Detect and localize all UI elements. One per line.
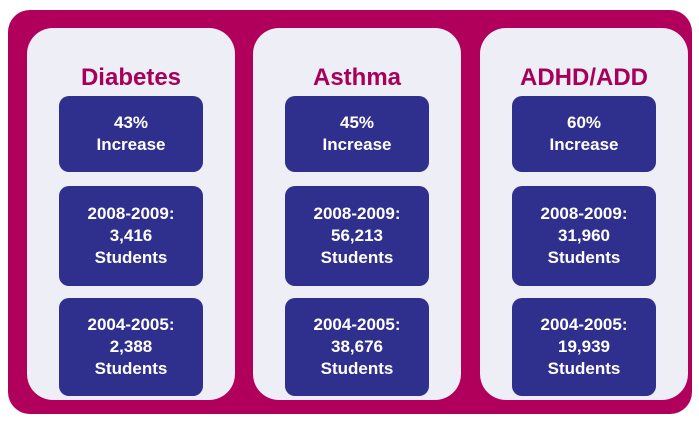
stat-text: 56,213 bbox=[331, 226, 383, 245]
column-title: ADHD/ADD bbox=[520, 64, 648, 91]
stat-text: Increase bbox=[322, 135, 392, 154]
stat-text: 2008-2009: bbox=[540, 204, 628, 223]
stat-text: 60% bbox=[566, 113, 602, 132]
frame: Diabetes 43% Increase 2008-2009: 3,416 Studen… bbox=[8, 10, 692, 414]
stat-text: Increase bbox=[96, 135, 166, 154]
stat-box: 45% Increase bbox=[285, 96, 429, 172]
stat-text: 38,676 bbox=[331, 337, 383, 356]
stat-text: 2004-2005: bbox=[313, 315, 401, 334]
stat-text: Students bbox=[94, 248, 168, 267]
column-title: Asthma bbox=[312, 64, 402, 91]
column: Diabetes 43% Increase 2008-2009: 3,416 Studen… bbox=[27, 28, 235, 400]
stat-box: 2004-2005: 2,388 Students bbox=[59, 298, 203, 396]
stat-box: 2004-2005: 38,676 Students bbox=[285, 298, 429, 396]
stat-box: 2008-2009: 56,213 Students bbox=[285, 186, 429, 286]
stat-text: 43% bbox=[113, 113, 149, 132]
stat-box: 2004-2005: 19,939 Students bbox=[512, 298, 656, 396]
stat-text: 2008-2009: bbox=[313, 204, 401, 223]
stat-text: 3,416 bbox=[109, 226, 153, 245]
stat-box: 43% Increase bbox=[59, 96, 203, 172]
stat-text: 19,939 bbox=[558, 337, 610, 356]
stat-text: 2,388 bbox=[109, 337, 153, 356]
stat-text: 2004-2005: bbox=[87, 315, 175, 334]
stat-text: Students bbox=[320, 359, 394, 378]
stat-text: 2004-2005: bbox=[540, 315, 628, 334]
stat-text: Students bbox=[94, 359, 168, 378]
column-title: Diabetes bbox=[80, 64, 182, 91]
stat-text: 2008-2009: bbox=[87, 204, 175, 223]
stat-box: 60% Increase bbox=[512, 96, 656, 172]
stat-text: Increase bbox=[549, 135, 619, 154]
stat-text: 31,960 bbox=[558, 226, 610, 245]
stat-box: 2008-2009: 3,416 Students bbox=[59, 186, 203, 286]
column: ADHD/ADD 60% Increase 2008-2009: 31,960 Stude… bbox=[480, 28, 688, 400]
stat-box: 2008-2009: 31,960 Students bbox=[512, 186, 656, 286]
stat-text: Students bbox=[547, 359, 621, 378]
stat-text: Students bbox=[547, 248, 621, 267]
stat-text: Students bbox=[320, 248, 394, 267]
stat-text: 45% bbox=[339, 113, 375, 132]
column: Asthma 45% Increase 2008-2009: 56,213 Student… bbox=[253, 28, 461, 400]
